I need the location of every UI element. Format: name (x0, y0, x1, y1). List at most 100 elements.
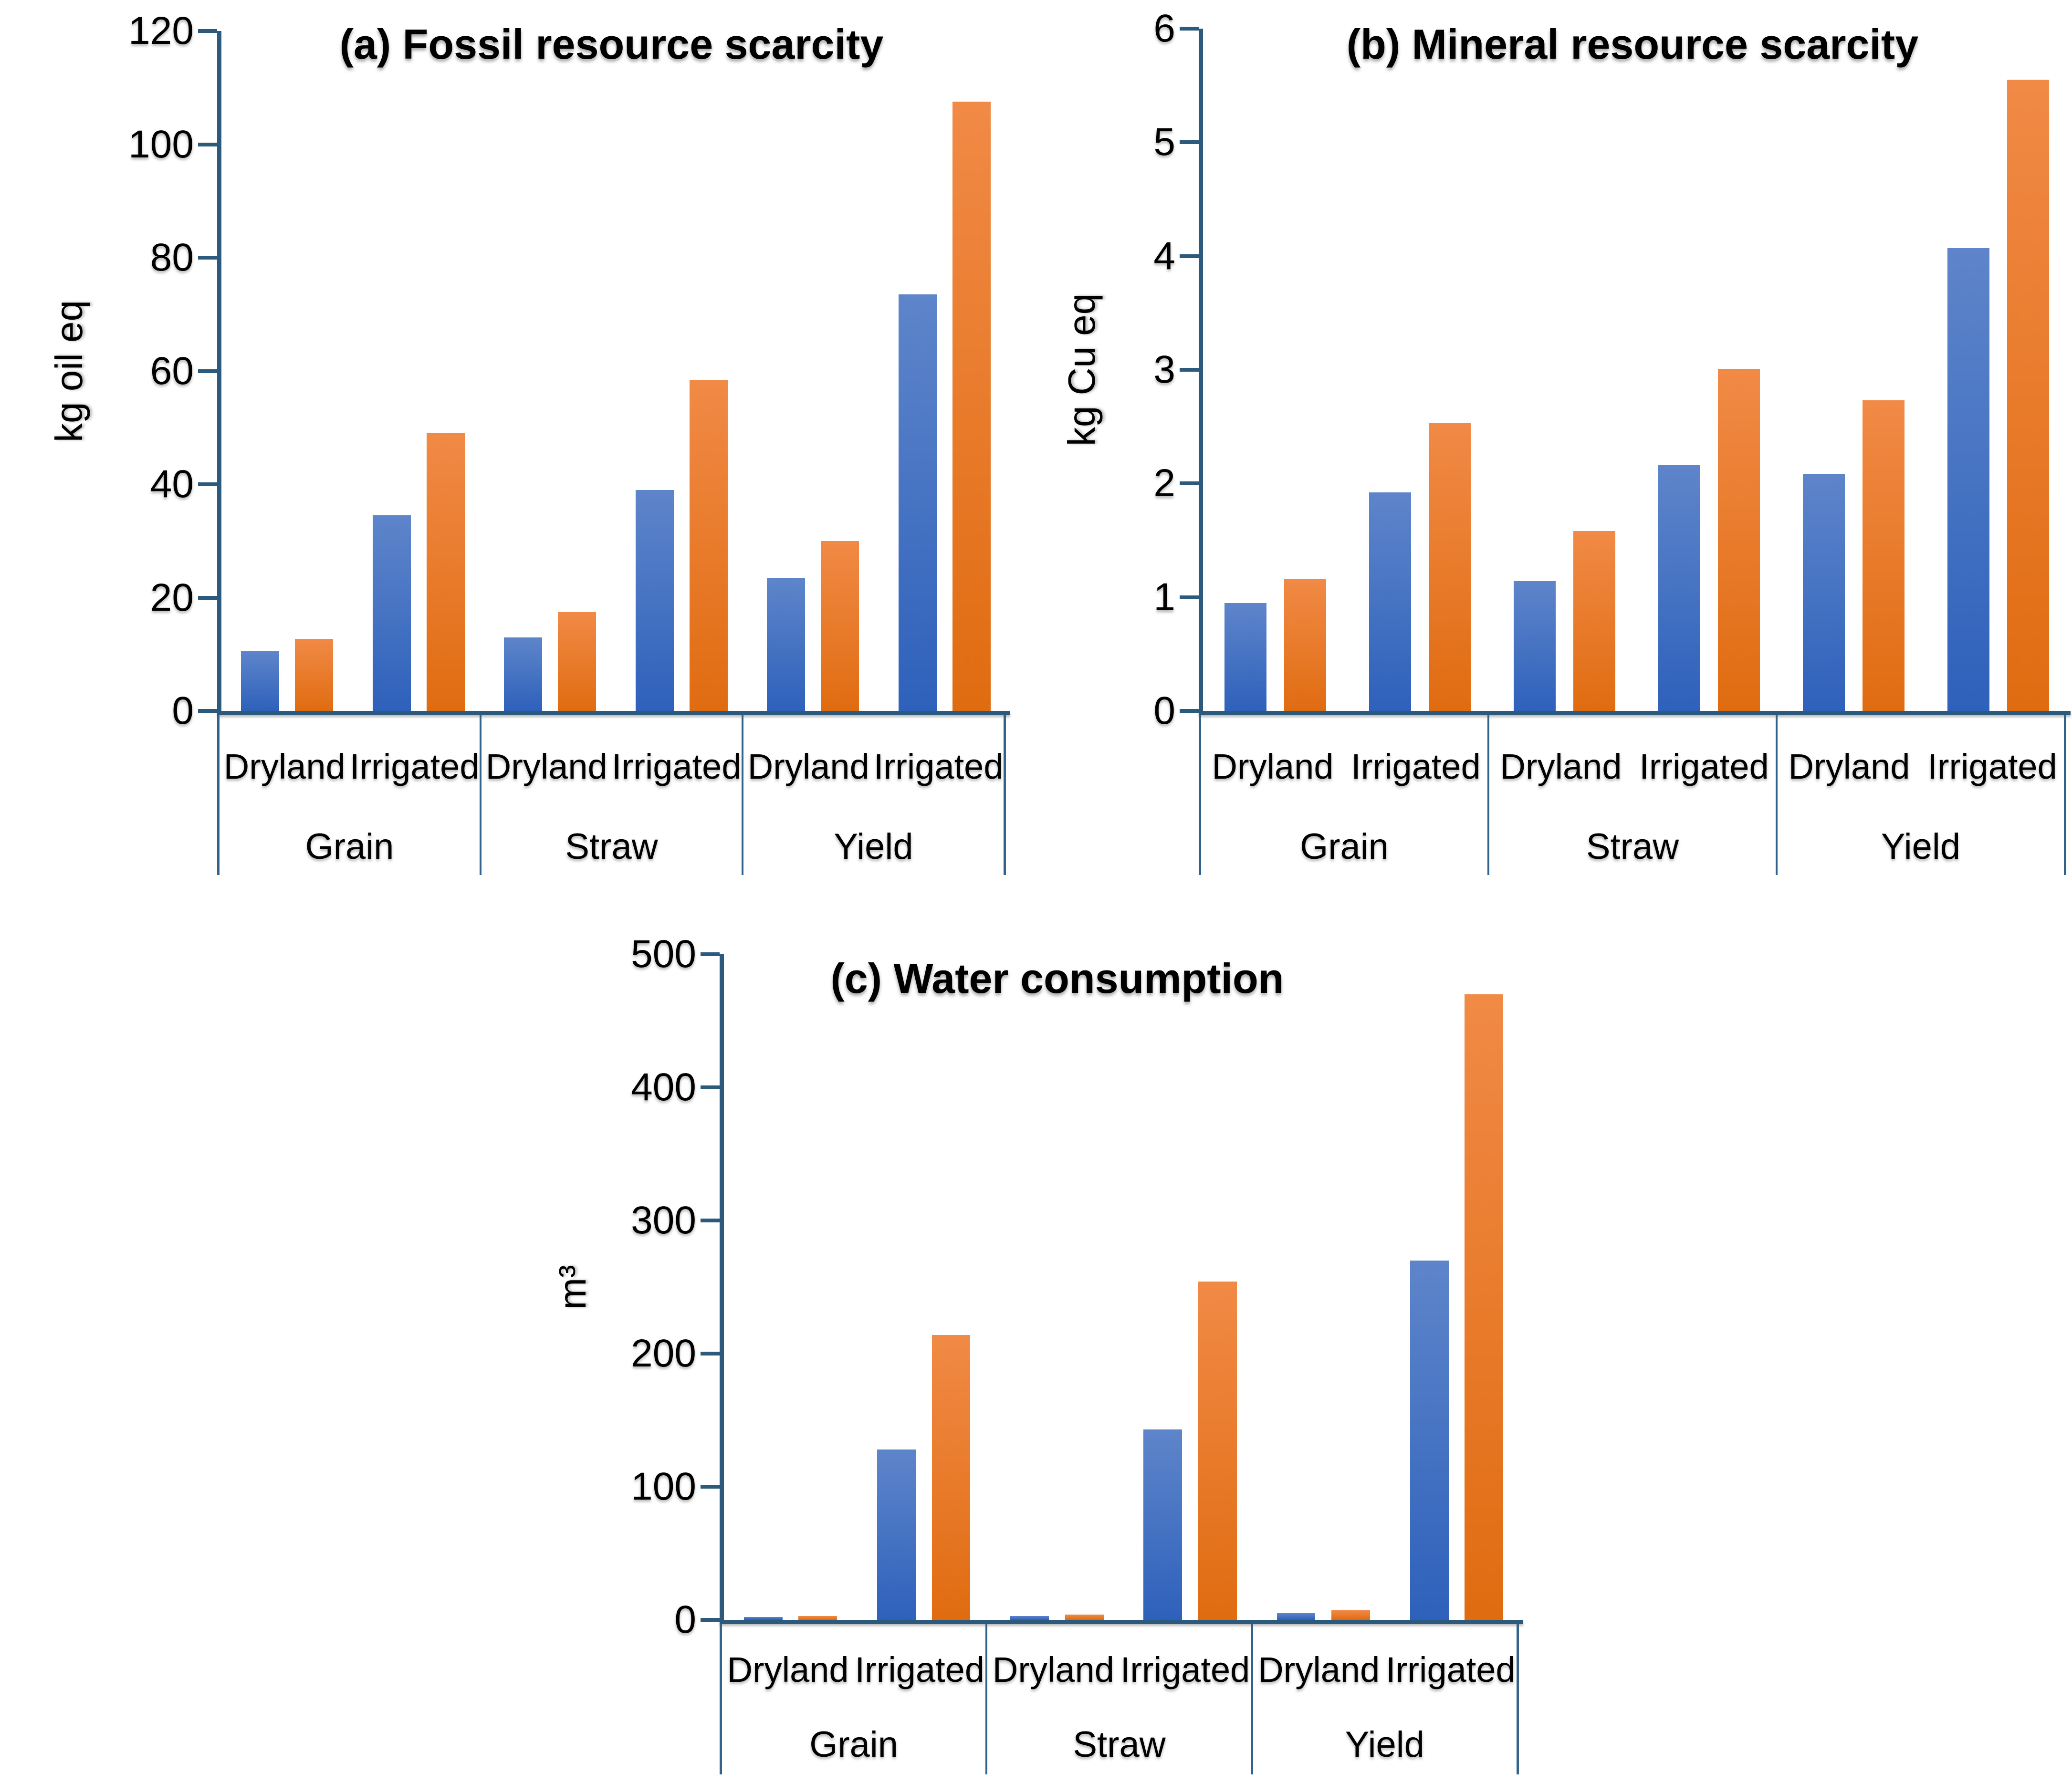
subcategory-label: Dryland (727, 1649, 849, 1689)
y-tick-label: 0 (172, 689, 194, 732)
subcategory-label: Irrigated (1120, 1649, 1250, 1689)
subcategory-label: Dryland (1788, 747, 1910, 786)
subcategory-label: Irrigated (1386, 1649, 1516, 1689)
group-label: Straw (565, 826, 658, 867)
chart-title: (a) Fossil resource scarcity (339, 21, 884, 68)
y-tick-mark (1180, 254, 1199, 258)
y-tick-mark (1180, 368, 1199, 372)
y-tick-mark (198, 29, 217, 33)
y-tick-label: 200 (631, 1332, 696, 1375)
category-axis: Dryland Irrigated Grain Dryland Irrigated Str… (720, 1624, 1519, 1774)
bar-blue-yield-irrigated (898, 294, 937, 711)
group-label: Grain (809, 1724, 899, 1765)
subcategory-row: Dryland Irrigated (743, 715, 1004, 818)
bar-blue-grain-irrigated (372, 515, 411, 711)
subcategory-label: Dryland (1212, 747, 1334, 786)
bar-orange-grain-dryland (295, 639, 334, 711)
category-group: Dryland Irrigated Grain (722, 1624, 985, 1774)
bar-orange-grain-dryland (798, 1616, 837, 1620)
subcategory-row: Dryland Irrigated (987, 1624, 1251, 1715)
bar-blue-straw-irrigated (1658, 465, 1701, 711)
subcategory-label: Irrigated (855, 1649, 984, 1689)
y-tick-mark (1180, 140, 1199, 145)
group-label: Straw (1073, 1724, 1166, 1765)
y-tick-label: 300 (631, 1199, 696, 1242)
group-row: Grain (220, 818, 480, 875)
bar-orange-yield-dryland (821, 541, 859, 711)
subcategory-row: Dryland Irrigated (1489, 715, 1776, 818)
subcategory-row: Dryland Irrigated (1778, 715, 2064, 818)
y-tick-label: 120 (128, 9, 194, 52)
group-label: Yield (1881, 826, 1961, 867)
y-tick-mark (198, 595, 217, 600)
y-tick-label: 4 (1153, 234, 1175, 278)
bar-blue-yield-dryland (767, 577, 806, 711)
subcategory-label: Irrigated (1927, 747, 2057, 786)
subcategory-row: Dryland Irrigated (1253, 1624, 1517, 1715)
chart-panel-b: (b) Mineral resource scarcity kg Cu eq 0… (1043, 0, 2072, 897)
y-tick-mark (198, 482, 217, 487)
bar-orange-grain-dryland (1284, 579, 1326, 711)
bar-orange-straw-irrigated (1717, 368, 1760, 711)
y-axis-label: m³ (551, 1264, 594, 1310)
category-group: Dryland Irrigated Yield (1776, 715, 2064, 875)
bar-orange-grain-irrigated (426, 433, 465, 711)
subcategory-label: Dryland (1500, 747, 1622, 786)
group-label: Yield (834, 826, 913, 867)
y-tick-label: 6 (1153, 7, 1175, 50)
bar-orange-yield-irrigated (1465, 994, 1504, 1620)
bar-orange-yield-dryland (1331, 1610, 1370, 1620)
y-tick-label: 20 (150, 575, 194, 619)
y-tick-label: 2 (1153, 461, 1175, 505)
category-group: Dryland Irrigated Straw (985, 1624, 1251, 1774)
subcategory-row: Dryland Irrigated (220, 715, 480, 818)
subcategory-label: Dryland (747, 747, 869, 786)
y-tick-mark (701, 1085, 720, 1089)
subcategory-label: Dryland (223, 747, 345, 786)
bar-orange-yield-dryland (1862, 400, 1905, 711)
group-row: Yield (1778, 818, 2064, 875)
y-tick-label: 0 (674, 1598, 696, 1641)
y-tick-label: 100 (631, 1465, 696, 1508)
group-label: Grain (1300, 826, 1389, 867)
group-row: Yield (1253, 1715, 1517, 1774)
y-tick-label: 500 (631, 932, 696, 976)
group-row: Straw (481, 818, 742, 875)
bar-blue-grain-irrigated (877, 1449, 916, 1620)
bar-blue-straw-dryland (504, 637, 543, 711)
subcategory-label: Irrigated (874, 747, 1004, 786)
group-row: Grain (722, 1715, 985, 1774)
y-tick-mark (1180, 595, 1199, 599)
chart-panel-c: (c) Water consumption m³ 0 100 200 300 400 50… (515, 907, 1582, 1783)
y-tick-mark (701, 1618, 720, 1622)
subcategory-label: Irrigated (350, 747, 480, 786)
y-tick-mark (701, 1352, 720, 1355)
category-group: Dryland Irrigated Yield (742, 715, 1004, 875)
y-tick-label: 60 (150, 349, 194, 393)
y-tick-mark (701, 1219, 720, 1222)
bar-blue-straw-irrigated (635, 490, 674, 711)
y-tick-label: 5 (1153, 120, 1175, 164)
category-group: Dryland Irrigated Grain (220, 715, 480, 875)
y-tick-mark (701, 952, 720, 956)
group-row: Grain (1201, 818, 1487, 875)
subcategory-row: Dryland Irrigated (1201, 715, 1487, 818)
category-group: Dryland Irrigated Straw (1487, 715, 1776, 875)
subcategory-label: Irrigated (1639, 747, 1769, 786)
chart-panel-a: (a) Fossil resource scarcity kg oil eq 0… (0, 0, 1031, 897)
plot-area: 0 20 40 60 80 100 120 (128, 10, 1010, 732)
subcategory-label: Dryland (992, 1649, 1114, 1689)
group-row: Yield (743, 818, 1004, 875)
category-axis: Dryland Irrigated Grain Dryland Irrigated Str… (217, 715, 1006, 875)
chart-title: (b) Mineral resource scarcity (1346, 21, 1919, 68)
y-tick-mark (198, 256, 217, 260)
y-tick-mark (198, 709, 217, 713)
y-tick-label: 100 (128, 122, 194, 166)
bar-blue-straw-dryland (1514, 581, 1556, 711)
bar-orange-straw-dryland (558, 612, 596, 711)
category-axis: Dryland Irrigated Grain Dryland Irrigated Str… (1199, 715, 2066, 875)
y-tick-mark (1180, 481, 1199, 486)
subcategory-label: Dryland (485, 747, 607, 786)
y-tick-label: 400 (631, 1065, 696, 1109)
